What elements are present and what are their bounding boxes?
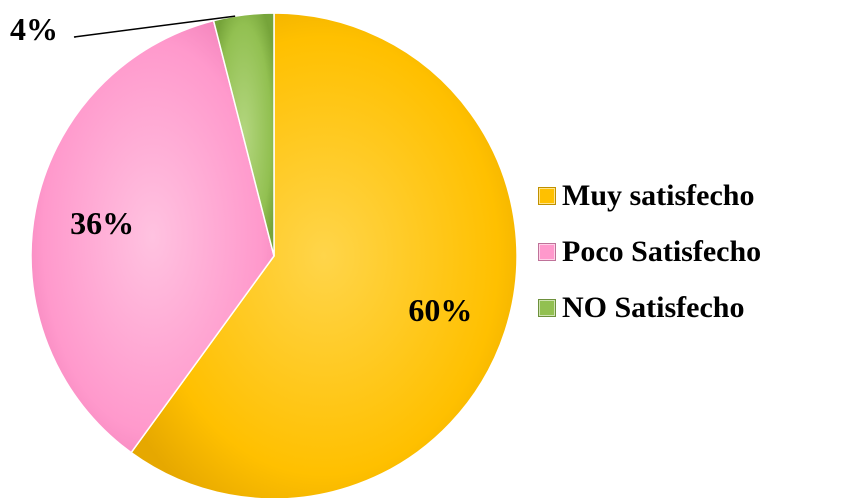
legend-swatch-muy-satisfecho: [538, 187, 556, 205]
pie-data-labels: 60% 36% 4%: [10, 11, 472, 328]
data-label-poco-satisfecho: 36%: [70, 205, 134, 241]
legend-item-no-satisfecho: NO Satisfecho: [538, 280, 761, 336]
pie-slices: [30, 12, 518, 498]
data-label-muy-satisfecho: 60%: [408, 292, 472, 328]
legend-swatch-no-satisfecho: [538, 299, 556, 317]
pie-slice-poco-satisfecho: [30, 19, 275, 454]
data-label-no-satisfecho: 4%: [10, 11, 58, 47]
legend-item-poco-satisfecho: Poco Satisfecho: [538, 224, 761, 280]
legend-label-poco-satisfecho: Poco Satisfecho: [562, 235, 762, 268]
pie-slice-muy-satisfecho: [130, 12, 518, 498]
legend-label-no-satisfecho: NO Satisfecho: [562, 291, 745, 324]
legend-label-muy-satisfecho: Muy satisfecho: [562, 179, 755, 212]
pie-slice-no-satisfecho: [212, 12, 275, 257]
leader-line-no-satisfecho: [73, 15, 236, 38]
legend-item-muy-satisfecho: Muy satisfecho: [538, 168, 761, 224]
legend-swatch-poco-satisfecho: [538, 243, 556, 261]
chart-legend: Muy satisfecho Poco Satisfecho NO Satisf…: [538, 168, 761, 336]
